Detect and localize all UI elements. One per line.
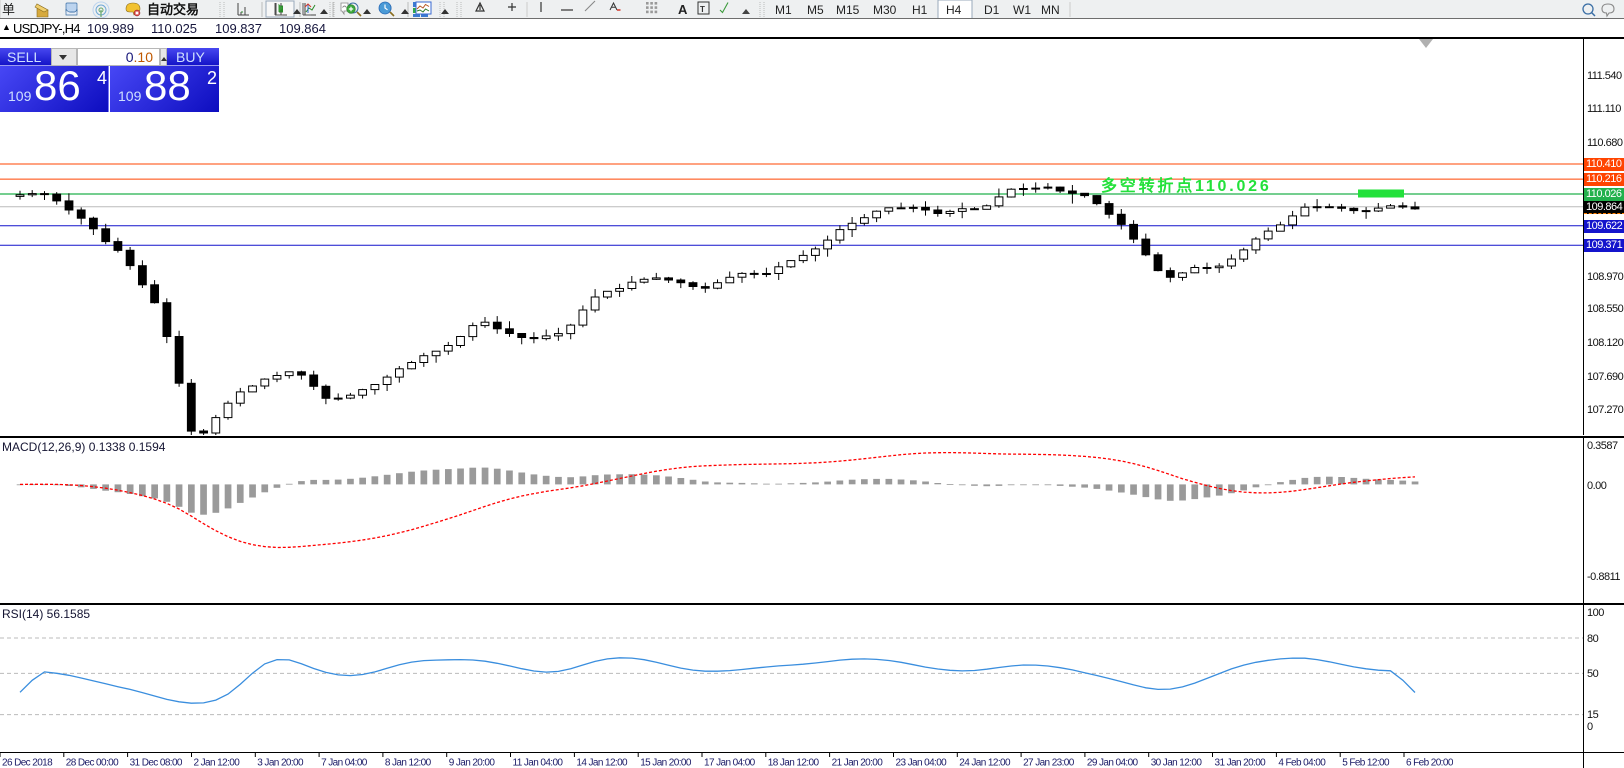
svg-text:7 Jan 04:00: 7 Jan 04:00: [321, 758, 368, 768]
svg-text:多空转折点110.026: 多空转折点110.026: [1101, 176, 1272, 195]
svg-text:2 Jan 12:00: 2 Jan 12:00: [194, 758, 241, 768]
svg-text:21 Jan 20:00: 21 Jan 20:00: [832, 758, 884, 768]
svg-text:自动交易: 自动交易: [147, 2, 199, 17]
svg-text:31 Jan 20:00: 31 Jan 20:00: [1215, 758, 1267, 768]
svg-text:23 Jan 04:00: 23 Jan 04:00: [896, 758, 948, 768]
svg-text:9 Jan 20:00: 9 Jan 20:00: [449, 758, 496, 768]
svg-text:W1: W1: [1013, 3, 1031, 17]
svg-text:H1: H1: [912, 3, 928, 17]
svg-text:6 Feb 20:00: 6 Feb 20:00: [1406, 758, 1454, 768]
svg-text:29 Jan 04:00: 29 Jan 04:00: [1087, 758, 1139, 768]
svg-text:D1: D1: [984, 3, 1000, 17]
svg-text:M15: M15: [836, 3, 860, 17]
svg-text:24 Jan 12:00: 24 Jan 12:00: [959, 758, 1011, 768]
svg-text:30 Jan 12:00: 30 Jan 12:00: [1151, 758, 1203, 768]
svg-text:T: T: [700, 5, 705, 14]
svg-text:14 Jan 12:00: 14 Jan 12:00: [576, 758, 628, 768]
svg-text:8 Jan 12:00: 8 Jan 12:00: [385, 758, 432, 768]
svg-text:28 Dec 00:00: 28 Dec 00:00: [66, 758, 119, 768]
svg-text:17 Jan 04:00: 17 Jan 04:00: [704, 758, 756, 768]
svg-text:31 Dec 08:00: 31 Dec 08:00: [130, 758, 183, 768]
svg-text:H4: H4: [946, 3, 962, 17]
svg-text:27 Jan 23:00: 27 Jan 23:00: [1023, 758, 1075, 768]
svg-text:A: A: [678, 2, 688, 17]
svg-text:M30: M30: [873, 3, 897, 17]
svg-text:4 Feb 04:00: 4 Feb 04:00: [1278, 758, 1326, 768]
svg-text:3 Jan 20:00: 3 Jan 20:00: [257, 758, 304, 768]
svg-text:11 Jan 04:00: 11 Jan 04:00: [513, 758, 564, 768]
svg-text:5 Feb 12:00: 5 Feb 12:00: [1342, 758, 1390, 768]
svg-text:M1: M1: [775, 3, 792, 17]
svg-text:18 Jan 12:00: 18 Jan 12:00: [768, 758, 820, 768]
svg-text:15 Jan 20:00: 15 Jan 20:00: [640, 758, 692, 768]
svg-text:MN: MN: [1041, 3, 1060, 17]
svg-text:M5: M5: [807, 3, 824, 17]
svg-text:单: 单: [2, 2, 15, 17]
svg-text:26 Dec 2018: 26 Dec 2018: [2, 758, 53, 768]
